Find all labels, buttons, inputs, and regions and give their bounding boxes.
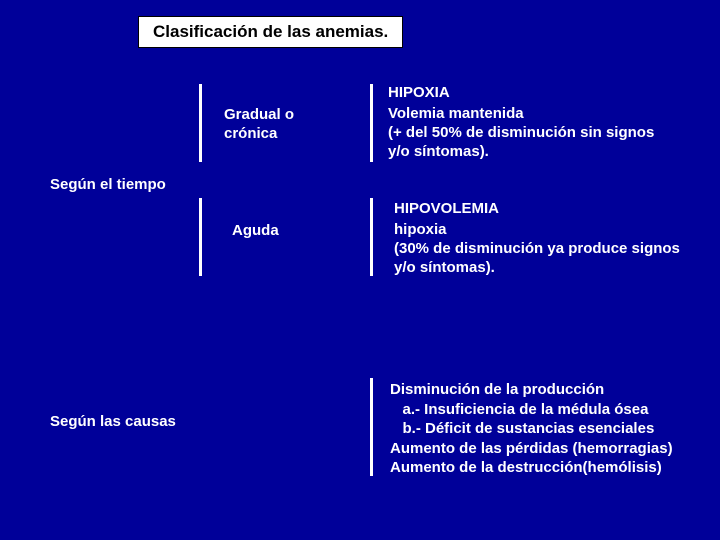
section1-branch1-body: Volemia mantenida(+ del 50% de disminuci…	[388, 104, 654, 162]
section1-branch2-body: hipoxia(30% de disminución ya produce si…	[394, 220, 680, 278]
section2-body: Disminución de la producción a.- Insufic…	[390, 380, 673, 478]
divider-section2-right	[370, 378, 373, 476]
section1-label: Según el tiempo	[50, 176, 166, 193]
divider-left-2	[199, 198, 202, 276]
section1-branch2-mid: Aguda	[232, 222, 279, 239]
section2-label: Según las causas	[50, 413, 176, 430]
section1-branch1-head: HIPOXIA	[388, 84, 450, 101]
section1-branch2-head: HIPOVOLEMIA	[394, 200, 499, 217]
divider-right-1a	[370, 84, 373, 162]
page-title: Clasificación de las anemias.	[138, 16, 403, 48]
divider-left-1	[199, 84, 202, 162]
section1-branch1-mid: Gradual ocrónica	[224, 106, 294, 144]
divider-right-1b	[370, 198, 373, 276]
